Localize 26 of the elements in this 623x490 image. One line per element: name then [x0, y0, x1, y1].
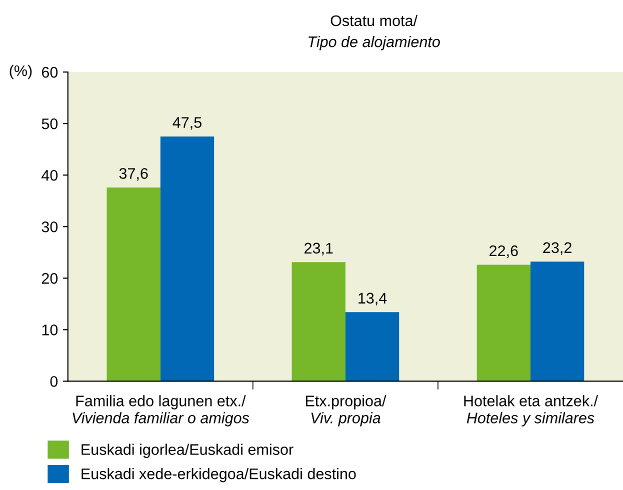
x-tick-label: Hotelak eta antzek./ Hoteles y similares — [464, 395, 598, 426]
bar — [476, 264, 530, 382]
y-tick-label: 60 — [42, 66, 58, 78]
legend-label: Euskadi xede-erkidegoa/Euskadi destino — [82, 468, 356, 482]
legend-label: Euskadi igorlea/Euskadi emisor — [82, 444, 294, 458]
y-tick-label: 30 — [42, 221, 58, 232]
bar — [292, 262, 346, 382]
x-tick-label: Etx.propioa/ Viv. propia — [306, 395, 386, 426]
y-tick-label: 40 — [42, 170, 58, 181]
data-label: 23,1 — [304, 242, 333, 256]
data-label: 47,5 — [172, 117, 202, 130]
y-tick-label: 0 — [50, 376, 58, 387]
bar — [530, 262, 584, 382]
y-axis-title: (%) — [10, 64, 32, 80]
chart-title: Ostatu mota/ Tipo de alojamiento — [308, 14, 440, 50]
y-tick-label: 50 — [42, 118, 58, 130]
data-label: 23,2 — [543, 242, 572, 255]
data-label: 13,4 — [358, 292, 387, 306]
data-label: 22,6 — [490, 245, 518, 258]
y-tick-label: 20 — [42, 273, 58, 284]
data-label: 37,6 — [119, 168, 148, 181]
bar — [106, 187, 160, 382]
x-tick-label: Familia edo lagunen etx./ Vivienda familiar o amigos — [72, 395, 250, 426]
y-tick-label: 10 — [42, 324, 58, 336]
bar — [160, 136, 214, 382]
bar — [345, 312, 400, 382]
